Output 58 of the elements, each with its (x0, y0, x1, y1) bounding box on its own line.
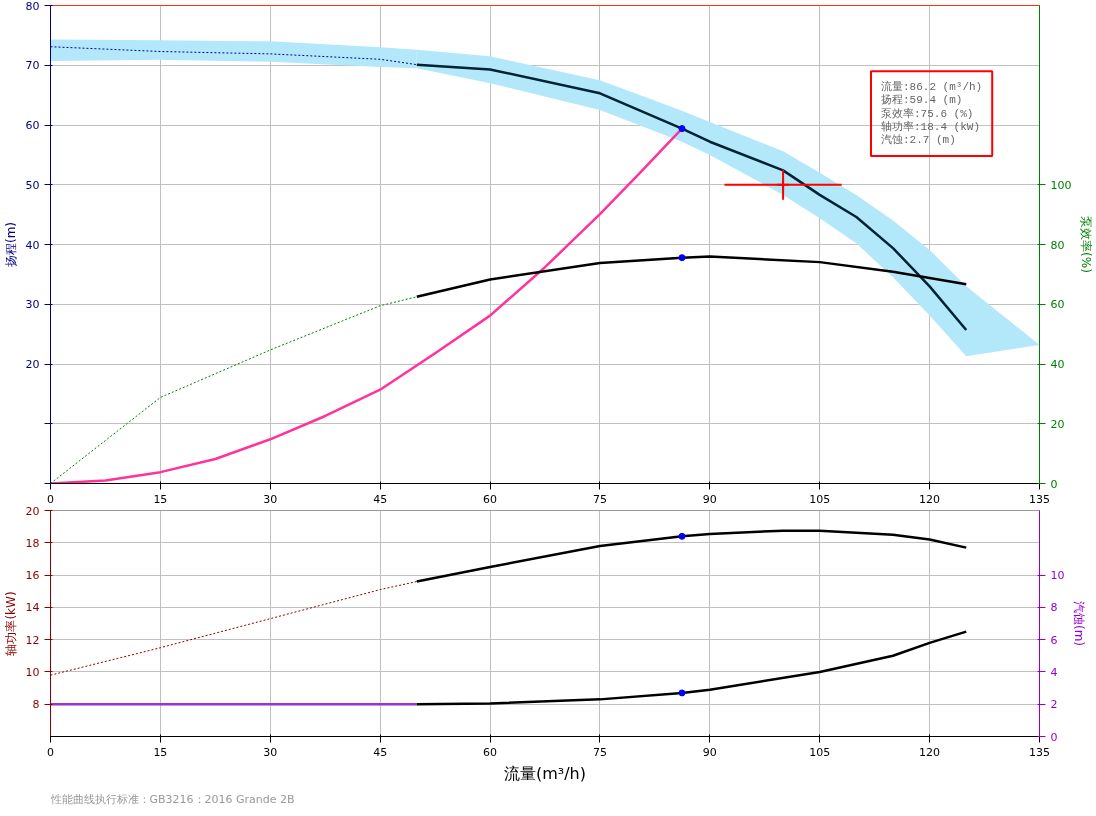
x-tick-label: 90 (702, 745, 717, 759)
y-tick-label: 18 (25, 536, 40, 550)
line-series (415, 255, 968, 299)
y-tick-label: 8 (32, 698, 40, 712)
x-tick-label: 75 (592, 492, 607, 506)
x-tick-label: 30 (263, 745, 278, 759)
y-tick-label: 60 (25, 119, 40, 132)
x-tick-label: 120 (919, 745, 941, 759)
y2-axis-title: 泵效率(%) (1079, 216, 1094, 273)
x-tick-label: 75 (592, 745, 607, 759)
x-tick-label: 135 (1029, 745, 1050, 759)
y-tick-label: 70 (25, 59, 40, 73)
y-tick-label: 20 (25, 504, 40, 518)
y2-tick-label: 60 (1050, 298, 1065, 312)
y2-tick-label: 40 (1050, 358, 1065, 371)
x-tick-label: 0 (47, 745, 54, 759)
y-axis-title: 轴功率(kW) (3, 591, 18, 656)
y-tick-label: 20 (25, 358, 40, 371)
y2-tick-label: 6 (1050, 633, 1058, 647)
x-tick-label: 105 (809, 492, 831, 506)
line-series (50, 46, 418, 66)
y-tick-label: 50 (25, 178, 40, 192)
y-tick-label: 12 (25, 633, 40, 647)
y2-tick-label: 10 (1050, 569, 1065, 583)
y-tick-label: 30 (25, 298, 40, 312)
y2-tick-label: 2 (1050, 698, 1058, 712)
y2-axis-title: 汽蚀(m) (1072, 600, 1087, 647)
x-tick-label: 135 (1029, 492, 1050, 506)
x-tick-label: 90 (702, 492, 717, 506)
line-series (415, 630, 968, 706)
x-tick-label: 30 (263, 492, 278, 506)
y2-tick-label: 8 (1050, 601, 1058, 615)
y2-tick-label: 80 (1050, 238, 1065, 252)
x-tick-label: 15 (153, 745, 168, 759)
x-tick-label: 60 (483, 745, 498, 759)
x-tick-label: 45 (373, 745, 388, 759)
y2-tick-label: 4 (1050, 665, 1058, 679)
y-tick-label: 80 (25, 0, 40, 13)
x-tick-label: 0 (47, 492, 54, 506)
x-tick-label: 45 (373, 492, 388, 506)
text: 性能曲线执行标准：GB3216：2016 Grande 2B (49, 792, 295, 806)
y-axis-title: 扬程(m) (3, 221, 18, 268)
x-tick-label: 60 (483, 492, 498, 506)
line-series (415, 529, 968, 583)
y-tick-label: 14 (25, 601, 40, 615)
y2-tick-label: 100 (1050, 178, 1072, 192)
x-tick-label: 15 (153, 492, 168, 506)
y-tick-label: 16 (25, 569, 40, 583)
y2-tick-label: 20 (1050, 417, 1065, 431)
annotation: 流量:86.2 (m³/h) 扬程:59.4 (m) 泵效率:75.6 (%) 轴功率:18.4 (kW) 汽蚀:2.7 (m) (881, 80, 983, 147)
y2-tick-label: 0 (1050, 477, 1058, 491)
x-tick-label: 120 (919, 492, 941, 506)
x-axis-title: 流量(m³/h) (503, 763, 587, 783)
y-tick-label: 10 (25, 665, 40, 679)
y2-tick-label: 0 (1050, 730, 1058, 744)
x-tick-label: 105 (809, 745, 831, 759)
line-series (50, 296, 418, 484)
y-tick-label: 40 (25, 238, 40, 252)
